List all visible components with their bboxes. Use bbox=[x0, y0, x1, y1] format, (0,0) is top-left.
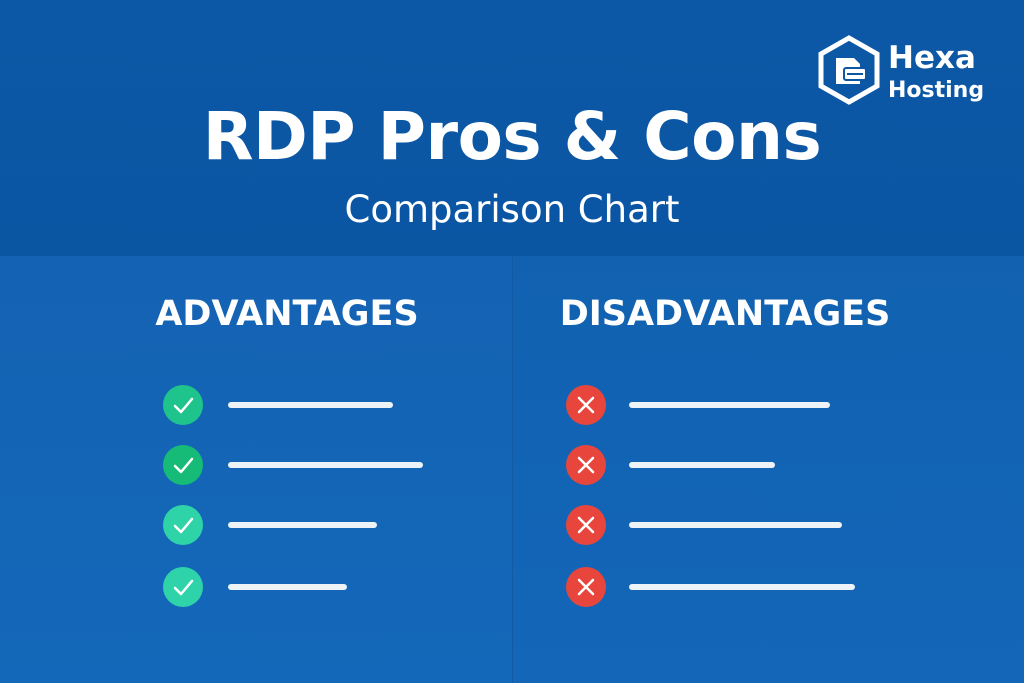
check-icon bbox=[163, 445, 203, 485]
x-icon bbox=[566, 567, 606, 607]
check-icon bbox=[163, 385, 203, 425]
x-icon bbox=[566, 385, 606, 425]
logo-line-2: Hosting bbox=[888, 78, 985, 103]
check-icon bbox=[163, 567, 203, 607]
disadvantage-item-placeholder-line bbox=[629, 584, 855, 590]
advantage-item-placeholder-line bbox=[228, 584, 347, 590]
page-title: RDP Pros & Cons bbox=[202, 98, 822, 175]
disadvantage-item-placeholder-line bbox=[629, 522, 842, 528]
hexa-hosting-logo bbox=[814, 34, 984, 106]
disadvantages-heading: DISADVANTAGES bbox=[559, 294, 891, 334]
advantage-item-placeholder-line bbox=[228, 462, 423, 468]
disadvantage-item-placeholder-line bbox=[629, 402, 830, 408]
page-subtitle: Comparison Chart bbox=[344, 188, 680, 231]
advantage-item-placeholder-line bbox=[228, 402, 393, 408]
advantages-heading: ADVANTAGES bbox=[155, 294, 419, 334]
hexagon-server-icon bbox=[818, 35, 880, 105]
check-icon bbox=[163, 505, 203, 545]
advantages-panel bbox=[0, 256, 512, 683]
x-icon bbox=[566, 445, 606, 485]
logo-line-1: Hexa bbox=[888, 40, 976, 76]
advantage-item-placeholder-line bbox=[228, 522, 377, 528]
disadvantage-item-placeholder-line bbox=[629, 462, 775, 468]
x-icon bbox=[566, 505, 606, 545]
